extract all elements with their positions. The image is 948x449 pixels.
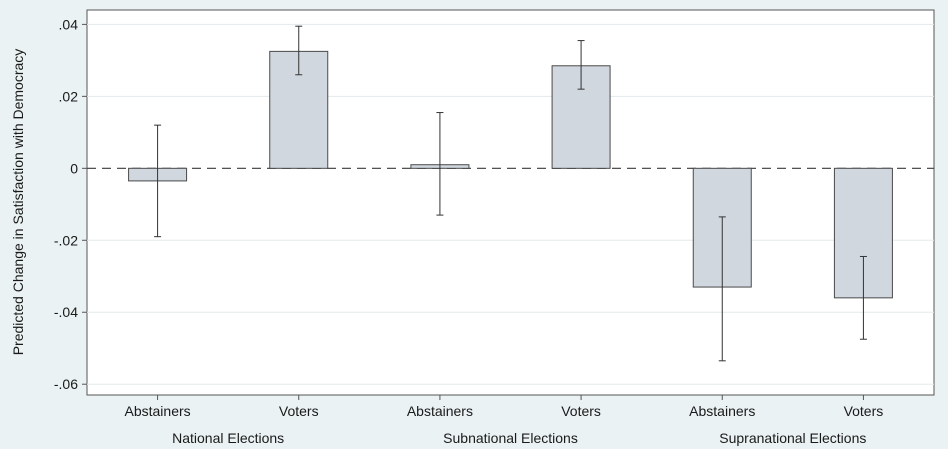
x-axis-ticks: Abstainers Voters Abstainers Voters Abstaine…: [125, 395, 884, 419]
y-tick-label: -.02: [54, 232, 78, 248]
group-label: National Elections: [172, 430, 284, 446]
y-tick-label: .02: [59, 88, 79, 104]
y-tick-label: -.04: [54, 304, 78, 320]
plot-area: [86, 9, 935, 396]
x-tick-label: Voters: [279, 403, 319, 419]
y-tick-label: .04: [59, 16, 79, 32]
x-tick-label: Abstainers: [689, 403, 755, 419]
y-axis-ticks: .04 .02 0 -.02 -.04 -.06: [54, 16, 87, 392]
group-label: Subnational Elections: [443, 430, 578, 446]
grid-lines: [87, 23, 934, 385]
error-bars: [154, 25, 867, 362]
group-label: Supranational Elections: [719, 430, 866, 446]
x-tick-label: Abstainers: [407, 403, 473, 419]
group-labels: National Elections Subnational Elections S…: [172, 430, 866, 446]
x-tick-label: Voters: [844, 403, 884, 419]
x-tick-label: Voters: [561, 403, 601, 419]
bars: [128, 50, 893, 299]
x-tick-label: Abstainers: [125, 403, 191, 419]
y-tick-label: -.06: [54, 376, 78, 392]
y-tick-label: 0: [70, 160, 78, 176]
y-axis-title: Predicted Change in Satisfaction with De…: [10, 49, 26, 356]
